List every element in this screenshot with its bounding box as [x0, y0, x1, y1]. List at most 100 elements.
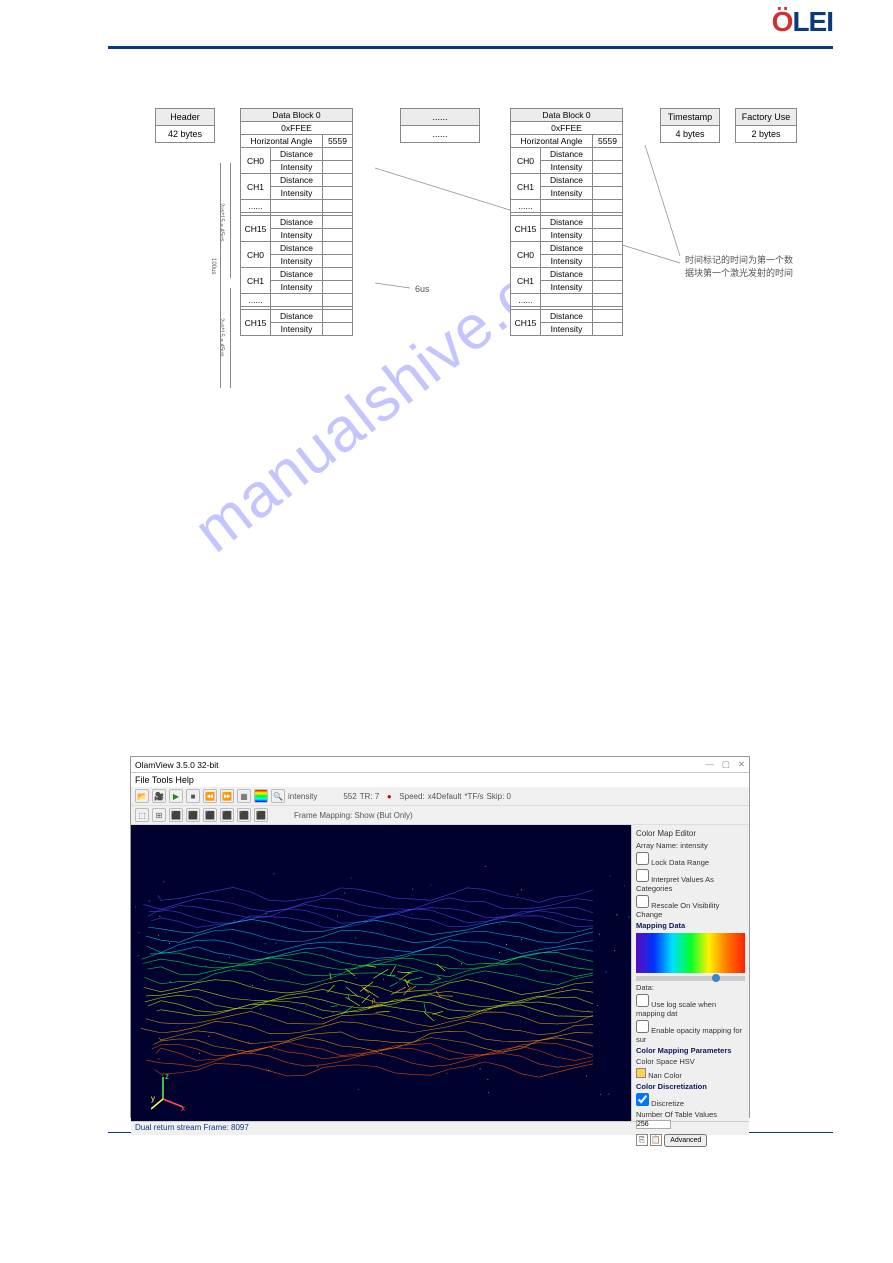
distance-label: Distance	[541, 216, 593, 229]
grid-icon[interactable]: ▦	[237, 789, 251, 803]
rescale-checkbox[interactable]	[636, 895, 649, 908]
nan-color-swatch[interactable]	[636, 1068, 646, 1078]
toolbar-tr: TR: 7	[360, 792, 380, 801]
ch-ellipsis: ......	[511, 200, 541, 213]
logo-accent: Ö	[772, 6, 793, 37]
header-box-title: Header	[155, 108, 215, 126]
view-icon[interactable]: ⬛	[169, 808, 183, 822]
color-gradient[interactable]	[636, 933, 745, 973]
bracket-full	[220, 163, 221, 388]
blockn-angle-val: 5559	[593, 135, 623, 148]
minimize-icon[interactable]: —	[705, 759, 714, 770]
forward-icon[interactable]: ⏩	[220, 789, 234, 803]
logscale-checkbox[interactable]	[636, 994, 649, 1007]
axis-icon[interactable]: ⊞	[152, 808, 166, 822]
advanced-button[interactable]: Advanced	[664, 1134, 707, 1147]
data-header: Data:	[636, 983, 745, 992]
axis-y: y	[151, 1094, 155, 1103]
intensity-label: Intensity	[541, 161, 593, 174]
intensity-label: Intensity	[271, 161, 323, 174]
block0-angle-val: 5559	[323, 135, 353, 148]
ellipsis-box-sub: ......	[400, 125, 480, 143]
point-cloud-viewport[interactable]: z x y	[131, 825, 631, 1121]
mapping-data-header: Mapping Data	[636, 921, 745, 930]
data-block-table-0: Data Block 0 0xFFEE Horizontal Angle5559…	[240, 108, 353, 336]
frame-mapping-label: Frame Mapping: Show (But Only)	[294, 811, 413, 820]
record-icon[interactable]: ●	[382, 789, 396, 803]
view3-icon[interactable]: ⬛	[203, 808, 217, 822]
view5-icon[interactable]: ⬛	[237, 808, 251, 822]
intensity-label: Intensity	[271, 323, 323, 336]
skip-label[interactable]: Skip: 0	[487, 792, 511, 801]
color-space-value[interactable]: HSV	[679, 1057, 694, 1066]
block0-title: Data Block 0	[241, 109, 353, 122]
distance-label: Distance	[271, 242, 323, 255]
factory-box-sub: 2 bytes	[735, 125, 797, 143]
brand-logo: ÖLEI	[772, 6, 833, 38]
ch-label: CH1	[511, 174, 541, 200]
zoom-icon[interactable]: 🔍	[271, 789, 285, 803]
ch-label: CH1	[241, 174, 271, 200]
point-cloud-render	[131, 825, 631, 1121]
speed-label: Speed:	[399, 792, 424, 801]
distance-label: Distance	[271, 310, 323, 323]
olamview-screenshot: OlamView 3.5.0 32-bit — ▢ ✕ File Tools H…	[130, 756, 750, 1118]
ch-label: CH0	[241, 242, 271, 268]
opacity-checkbox[interactable]	[636, 1020, 649, 1033]
logscale-label: Use log scale when mapping dat	[636, 1000, 716, 1018]
opacity-label: Enable opacity mapping for sur	[636, 1026, 742, 1044]
rewind-icon[interactable]: ⏪	[203, 789, 217, 803]
distance-label: Distance	[541, 242, 593, 255]
palette-icon[interactable]	[254, 789, 268, 803]
categories-checkbox[interactable]	[636, 869, 649, 882]
intensity-label: Intensity	[271, 187, 323, 200]
color-mapping-params-header: Color Mapping Parameters	[636, 1046, 745, 1055]
window-titlebar: OlamView 3.5.0 32-bit — ▢ ✕	[131, 757, 749, 773]
distance-label: Distance	[271, 216, 323, 229]
distance-label: Distance	[271, 268, 323, 281]
rescale-label: Rescale On Visibility Change	[636, 901, 719, 919]
view4-icon[interactable]: ⬛	[220, 808, 234, 822]
close-icon[interactable]: ✕	[738, 759, 745, 770]
axis-x: x	[181, 1104, 185, 1111]
timestamp-box-title: Timestamp	[660, 108, 720, 126]
intensity-label: intensity	[288, 792, 317, 801]
color-space-label: Color Space	[636, 1057, 677, 1066]
bracket-full-label: 100us	[210, 258, 216, 274]
distance-label: Distance	[271, 148, 323, 161]
opacity-slider[interactable]	[636, 976, 745, 981]
data-block-table-n: Data Block 0 0xFFEE Horizontal Angle5559…	[510, 108, 623, 336]
ch-label: CH15	[241, 216, 271, 242]
toolbar-val1: 552	[343, 792, 356, 801]
intensity-label: Intensity	[271, 281, 323, 294]
speed-val[interactable]: x4Default	[428, 792, 462, 801]
array-name-value[interactable]: intensity	[680, 841, 708, 850]
copy-icon[interactable]: ⎘	[636, 1134, 648, 1146]
select-icon[interactable]: ⬚	[135, 808, 149, 822]
view6-icon[interactable]: ⬛	[254, 808, 268, 822]
intensity-label: Intensity	[541, 255, 593, 268]
maximize-icon[interactable]: ▢	[722, 759, 730, 770]
logo-text: LEI	[792, 6, 833, 37]
ch-label: CH0	[511, 242, 541, 268]
factory-box-title: Factory Use	[735, 108, 797, 126]
stop-icon[interactable]: ■	[186, 789, 200, 803]
open-icon[interactable]: 📂	[135, 789, 149, 803]
camera-icon[interactable]: 🎥	[152, 789, 166, 803]
array-name-label: Array Name:	[636, 841, 678, 850]
ch-ellipsis: ......	[241, 294, 271, 307]
anno-cn-1: 时间标记的时间为第一个数	[685, 253, 793, 266]
ch-label: CH15	[511, 216, 541, 242]
discretize-checkbox[interactable]	[636, 1093, 649, 1106]
view2-icon[interactable]: ⬛	[186, 808, 200, 822]
ntv-input[interactable]	[636, 1120, 671, 1129]
lock-range-checkbox[interactable]	[636, 852, 649, 865]
play-icon[interactable]: ▶	[169, 789, 183, 803]
distance-label: Distance	[541, 310, 593, 323]
packet-structure-diagram: Header 42 bytes Data Block 0 0xFFEE Hori…	[160, 108, 860, 408]
ch-label: CH1	[511, 268, 541, 294]
ntv-label: Number Of Table Values	[636, 1110, 717, 1119]
bracket-upper-label: 2us*15 = 45us	[218, 203, 224, 242]
menu-bar[interactable]: File Tools Help	[131, 773, 749, 787]
paste-icon[interactable]: 📋	[650, 1134, 662, 1146]
